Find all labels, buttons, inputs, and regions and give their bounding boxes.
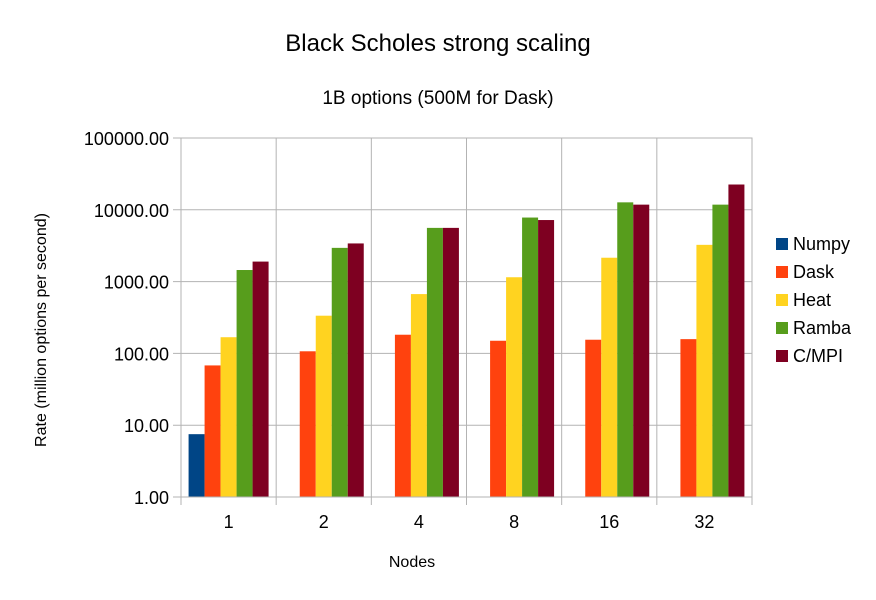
chart-subtitle: 1B options (500M for Dask): [322, 88, 553, 109]
x-tick-label: 16: [599, 512, 619, 532]
x-axis-label: Nodes: [389, 554, 435, 571]
chart-title: Black Scholes strong scaling: [285, 30, 590, 57]
legend-swatch-dask: [776, 266, 788, 278]
bar-heat-1: [220, 337, 237, 497]
bar-numpy-1: [188, 434, 205, 497]
legend-swatch-ramba: [776, 322, 788, 334]
bar-heat-2: [315, 315, 332, 497]
y-axis-label: Rate (million options per second): [33, 213, 50, 447]
bar-ramba-2: [331, 247, 348, 497]
bar-heat-4: [410, 294, 427, 497]
legend-label: C/MPI: [793, 346, 843, 366]
y-tick-labels: 1.00 10.00 100.00 1000.00 10000.00 100000.00: [84, 129, 169, 508]
legend: Numpy Dask Heat Ramba C/MPI: [776, 234, 852, 366]
legend-label: Ramba: [793, 318, 852, 338]
bar-heat-8: [506, 277, 523, 497]
bar-dask-16: [585, 339, 602, 497]
axes: [180, 137, 753, 505]
legend-swatch-heat: [776, 294, 788, 306]
bar-ramba-8: [522, 217, 539, 497]
bar-c-mpi-32: [728, 184, 745, 497]
bar-heat-32: [696, 244, 713, 497]
bar-dask-32: [680, 339, 697, 497]
y-tick-label: 1.00: [134, 488, 169, 508]
y-tick-label: 1000.00: [104, 273, 169, 293]
legend-swatch-numpy: [776, 238, 788, 250]
x-tick-label: 32: [694, 512, 714, 532]
legend-label: Heat: [793, 290, 831, 310]
legend-swatch-c-mpi: [776, 350, 788, 362]
bar-c-mpi-2: [347, 243, 364, 497]
bar-ramba-1: [236, 270, 253, 497]
bar-dask-4: [394, 334, 411, 497]
bar-c-mpi-16: [633, 204, 650, 498]
bar-ramba-4: [426, 227, 443, 497]
bar-ramba-16: [617, 202, 634, 497]
bar-c-mpi-1: [252, 261, 269, 497]
bar-c-mpi-4: [442, 227, 459, 497]
y-tick-label: 10000.00: [94, 201, 169, 221]
legend-label: Dask: [793, 262, 835, 282]
bar-dask-8: [490, 340, 507, 497]
x-tick-labels: 1 2 4 8 16 32: [224, 512, 715, 532]
bar-c-mpi-8: [538, 220, 555, 498]
x-tick-label: 1: [224, 512, 234, 532]
x-tick-label: 4: [414, 512, 424, 532]
y-tick-label: 100000.00: [84, 129, 169, 149]
bar-ramba-32: [712, 204, 729, 498]
bar-dask-2: [299, 351, 316, 497]
bar-heat-16: [601, 257, 618, 497]
bar-dask-1: [204, 365, 221, 497]
x-tick-label: 2: [319, 512, 329, 532]
legend-label: Numpy: [793, 234, 850, 254]
y-tick-label: 100.00: [114, 344, 169, 364]
y-tick-label: 10.00: [124, 416, 169, 436]
plot-border: [180, 137, 753, 498]
x-tick-label: 8: [509, 512, 519, 532]
bars: [188, 184, 745, 498]
